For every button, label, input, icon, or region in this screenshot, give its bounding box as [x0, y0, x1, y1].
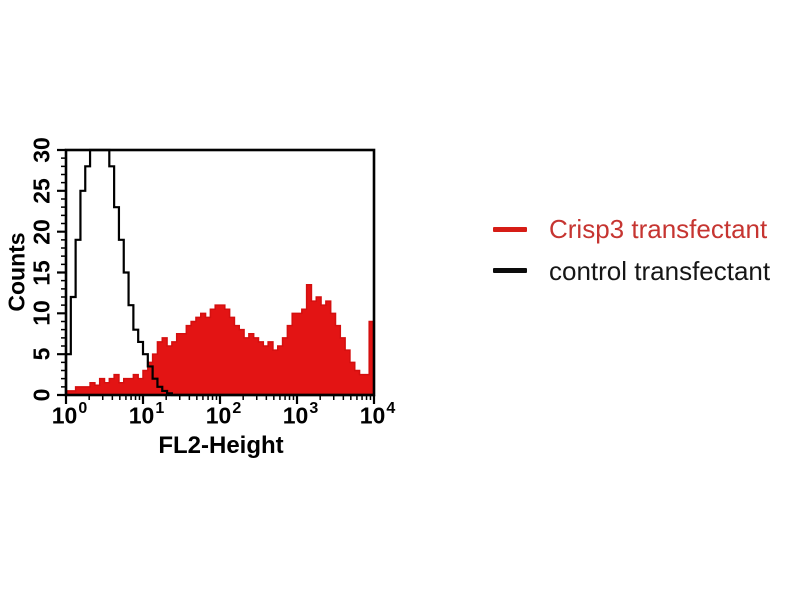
y-major-ticks — [57, 148, 66, 397]
series-crisp3-filled-histogram — [65, 284, 375, 396]
x-tick-label-10e2: 102 — [205, 400, 242, 429]
y-axis-title: Counts — [3, 232, 30, 312]
y-tick-label-30: 30 — [28, 137, 55, 163]
x-tick-label-10e1: 101 — [128, 400, 165, 429]
flow-cytometry-histogram: 0 5 10 15 20 25 30 100 101 102 103 104 Counts FL2-H… — [0, 0, 470, 480]
crisp3-line-swatch — [493, 226, 527, 232]
y-tick-label-15: 15 — [28, 259, 55, 286]
x-minor-ticks — [88, 395, 372, 400]
x-axis-title: FL2-Height — [158, 432, 284, 459]
y-tick-label-25: 25 — [28, 178, 55, 204]
x-tick-label-10e0: 100 — [51, 400, 88, 429]
plot-area — [57, 148, 376, 404]
control-line-swatch — [493, 268, 527, 274]
legend-label-crisp3: Crisp3 transfectant — [549, 214, 768, 244]
y-tick-label-20: 20 — [28, 218, 55, 245]
y-tick-label-0: 0 — [28, 388, 55, 402]
legend-label-control: control transfectant — [549, 255, 771, 286]
legend: Crisp3 transfectant control transfectant — [493, 215, 770, 298]
x-major-ticks — [64, 395, 376, 404]
y-minor-ticks — [61, 157, 66, 388]
y-tick-label-10: 10 — [28, 300, 55, 327]
x-tick-label-10e3: 103 — [282, 400, 319, 429]
x-tick-label-10e4: 104 — [359, 400, 396, 429]
legend-item-crisp3: Crisp3 transfectant — [493, 215, 770, 244]
y-tick-label-5: 5 — [28, 347, 55, 361]
legend-item-control: control transfectant — [493, 255, 771, 286]
